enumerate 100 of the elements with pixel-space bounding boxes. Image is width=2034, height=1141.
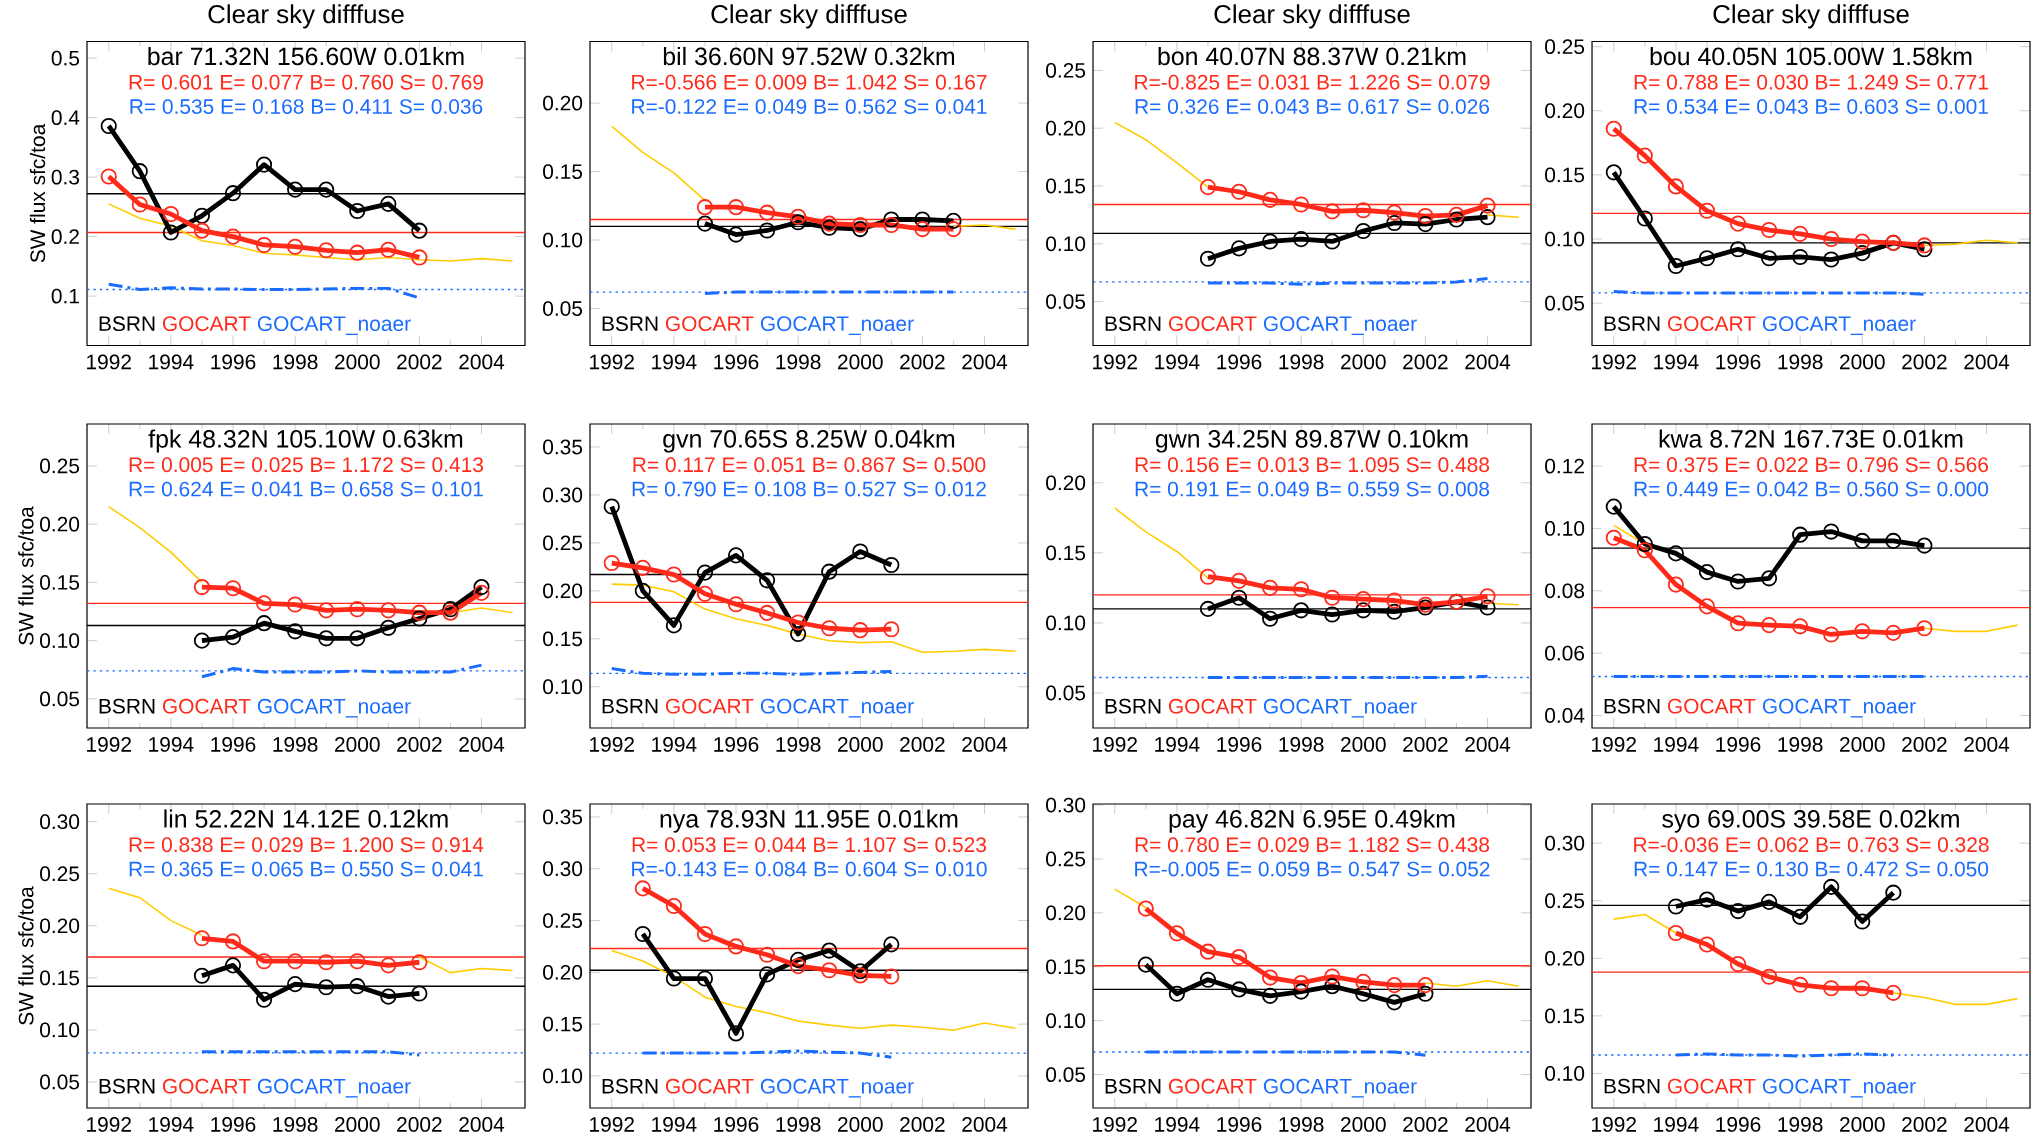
annotation: R= 0.449 E= 0.042 B= 0.560 S= 0.000: [1634, 481, 1989, 497]
chart-title: Clear sky difffuse: [1214, 4, 1410, 29]
text: GOCART: [665, 1078, 754, 1094]
x-tick-label: 1998: [1279, 737, 1324, 752]
y-tick-label: 0.30: [1046, 797, 1086, 813]
x-tick-label: 1992: [1093, 737, 1137, 752]
text: BSRN: [1105, 698, 1161, 714]
x-tick-label: 2004: [459, 1117, 505, 1132]
y-tick-label: 0.10: [543, 1068, 583, 1084]
series-label: GOCART_noaer: [1263, 698, 1417, 718]
y-axis-title: SW flux sfc/toa: [29, 123, 46, 263]
x-tick-label: 2002: [900, 1117, 945, 1132]
chart-subtitle: nya 78.93N 11.95E 0.01km: [660, 809, 958, 833]
text: GOCART: [1667, 1078, 1756, 1094]
text: GOCART: [1168, 698, 1257, 714]
x-tick-label: 1998: [776, 1117, 821, 1132]
x-tick-label: 1998: [1778, 1117, 1823, 1132]
x-tick-label: 1996: [211, 1117, 256, 1132]
x-tick-label: 1998: [273, 737, 318, 752]
x-tick-label: 2004: [1465, 1117, 1511, 1132]
x-tick-label: 2004: [1964, 1117, 2010, 1132]
text: BSRN: [99, 316, 155, 332]
x-tick-label: 1996: [714, 737, 759, 752]
y-tick-label: 0.05: [1545, 295, 1585, 311]
y-tick-label: 0.2: [51, 229, 79, 245]
chart-subtitle: pay 46.82N 6.95E 0.49km: [1169, 809, 1455, 833]
series-label: GOCART_noaer: [760, 316, 914, 336]
text: BSRN: [99, 698, 155, 714]
x-tick-label: 1994: [149, 737, 194, 752]
y-tick-label: 0.10: [40, 1022, 80, 1038]
x-tick-label: 2000: [1840, 1117, 1885, 1132]
x-tick-label: 2004: [1964, 737, 2010, 752]
annotation: R= 0.780 E= 0.029 B= 1.182 S= 0.438: [1135, 837, 1490, 853]
x-tick-label: 1998: [776, 354, 821, 370]
x-tick-label: 1996: [1217, 737, 1262, 752]
y-tick-label: 0.15: [543, 631, 583, 647]
x-tick-label: 2002: [397, 1117, 442, 1132]
y-tick-label: 0.05: [1046, 685, 1086, 701]
y-tick-label: 0.15: [543, 1016, 583, 1032]
x-tick-label: 1996: [1716, 354, 1761, 370]
chart-subtitle: syo 69.00S 39.58E 0.02km: [1662, 809, 1959, 833]
x-tick-label: 1992: [87, 354, 131, 370]
y-tick-label: 0.05: [40, 1074, 80, 1090]
y-tick-label: 0.20: [543, 583, 583, 599]
x-tick-label: 2002: [1902, 737, 1947, 752]
annotation: R= 0.601 E= 0.077 B= 0.760 S= 0.769: [129, 74, 483, 90]
annotation: R=-0.825 E= 0.031 B= 1.226 S= 0.079: [1135, 74, 1490, 90]
x-tick-label: 1998: [1279, 354, 1324, 370]
y-tick-label: 0.10: [1046, 615, 1086, 631]
x-tick-label: 2004: [459, 354, 505, 370]
y-tick-label: 0.15: [543, 164, 583, 179]
x-tick-label: 2002: [1902, 354, 1947, 370]
text: BSRN: [1604, 316, 1660, 332]
x-tick-label: 2002: [397, 737, 442, 752]
y-tick-label: 0.05: [1046, 294, 1086, 309]
x-tick-label: 1992: [590, 737, 634, 752]
y-tick-label: 0.10: [1046, 236, 1086, 252]
y-axis-title: SW flux sfc/toa: [18, 506, 34, 645]
y-tick-label: 0.20: [543, 964, 583, 980]
x-tick-label: 1992: [1093, 1117, 1137, 1132]
x-tick-label: 1992: [1093, 354, 1137, 370]
text: GOCART: [162, 316, 251, 332]
y-tick-label: 0.05: [40, 691, 80, 707]
x-tick-label: 1996: [1716, 737, 1761, 752]
series-label: GOCART_noaer: [760, 1078, 914, 1098]
x-tick-label: 2000: [1840, 354, 1885, 370]
y-tick-label: 0.15: [1046, 959, 1086, 975]
x-tick-label: 2004: [1964, 354, 2010, 370]
x-tick-label: 2002: [900, 737, 945, 752]
y-tick-label: 0.25: [40, 458, 80, 474]
x-tick-label: 2004: [962, 1117, 1008, 1132]
annotation: R= 0.117 E= 0.051 B= 0.867 S= 0.500: [633, 457, 986, 473]
x-tick-label: 1994: [149, 1117, 194, 1132]
annotation: R=-0.005 E= 0.059 B= 0.547 S= 0.052: [1135, 861, 1490, 877]
annotation: R=-0.122 E= 0.049 B= 0.562 S= 0.041: [632, 99, 987, 114]
x-tick-label: 1996: [1217, 354, 1262, 370]
x-tick-label: 1994: [652, 354, 697, 370]
annotation: R= 0.534 E= 0.043 B= 0.603 S= 0.001: [1634, 99, 1988, 114]
y-tick-label: 0.15: [1046, 545, 1086, 561]
x-tick-label: 2002: [397, 354, 442, 370]
x-tick-label: 2000: [1341, 354, 1386, 370]
y-tick-label: 0.15: [40, 575, 80, 590]
x-tick-label: 1994: [1155, 1117, 1200, 1132]
y-tick-label: 0.25: [1545, 893, 1585, 909]
series-label: GOCART_noaer: [257, 1078, 411, 1098]
y-tick-label: 0.4: [51, 110, 80, 126]
x-tick-label: 1992: [1592, 737, 1636, 752]
x-tick-label: 1996: [1716, 1117, 1761, 1132]
series-label: GOCART_noaer: [1762, 698, 1916, 718]
y-tick-label: 0.10: [543, 232, 583, 248]
x-tick-label: 1994: [652, 1117, 697, 1132]
chart-title: Clear sky difffuse: [208, 4, 404, 29]
chart-subtitle: gvn 70.65S 8.25W 0.04km: [663, 429, 955, 453]
annotation: R= 0.005 E= 0.025 B= 1.172 S= 0.413: [129, 457, 484, 473]
y-tick-label: 0.30: [40, 814, 80, 830]
series-label: GOCART_noaer: [257, 316, 411, 336]
annotation: R= 0.326 E= 0.043 B= 0.617 S= 0.026: [1135, 99, 1490, 114]
chart-subtitle: bon 40.07N 88.37W 0.21km: [1158, 46, 1466, 66]
y-tick-label: 0.04: [1545, 708, 1585, 723]
y-tick-label: 0.30: [543, 861, 583, 877]
